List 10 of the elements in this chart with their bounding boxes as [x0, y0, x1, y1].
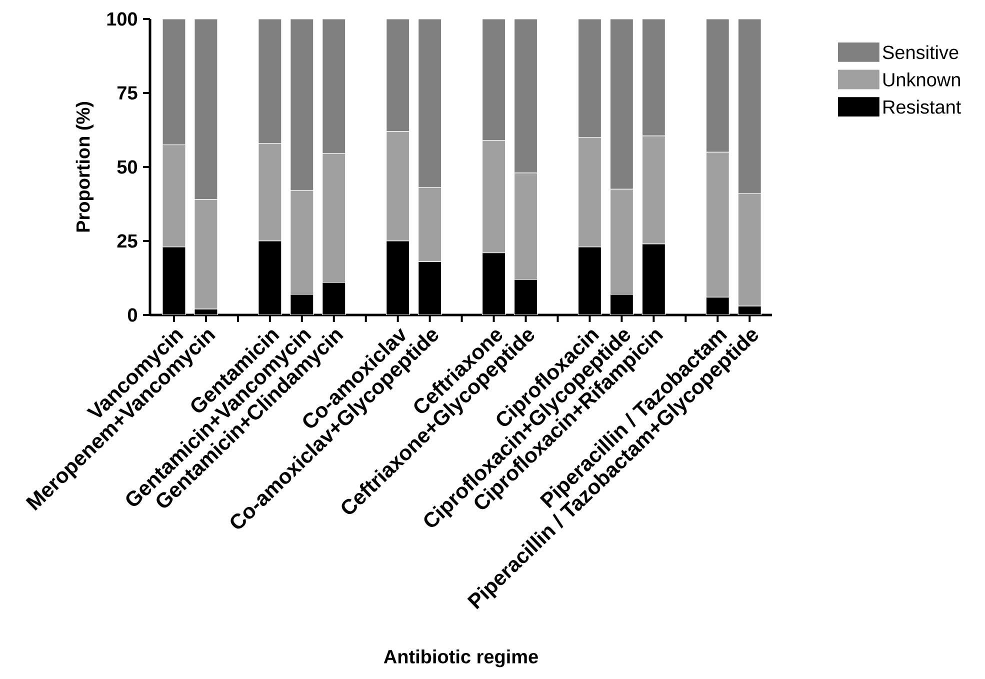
- y-tick-label: 100: [107, 12, 138, 26]
- y-tick-label: 0: [128, 308, 138, 322]
- y-tick-label: 75: [117, 86, 138, 100]
- legend-label: Unknown: [883, 72, 960, 86]
- y-tick-label: 25: [117, 234, 138, 248]
- y-tick-label: 50: [117, 160, 138, 174]
- x-axis-title: Antibiotic regime: [384, 649, 538, 668]
- legend-label: Resistant: [884, 100, 962, 114]
- legend-label: Sensitive: [882, 45, 958, 60]
- y-axis-title: Proportion (%): [76, 102, 94, 232]
